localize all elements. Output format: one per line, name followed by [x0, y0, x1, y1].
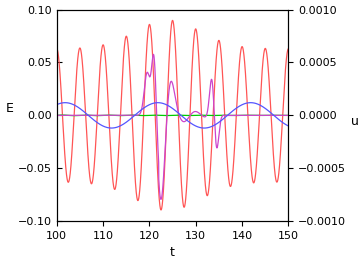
Y-axis label: E: E	[5, 102, 13, 115]
X-axis label: t: t	[170, 246, 175, 259]
Y-axis label: u: u	[351, 115, 359, 128]
